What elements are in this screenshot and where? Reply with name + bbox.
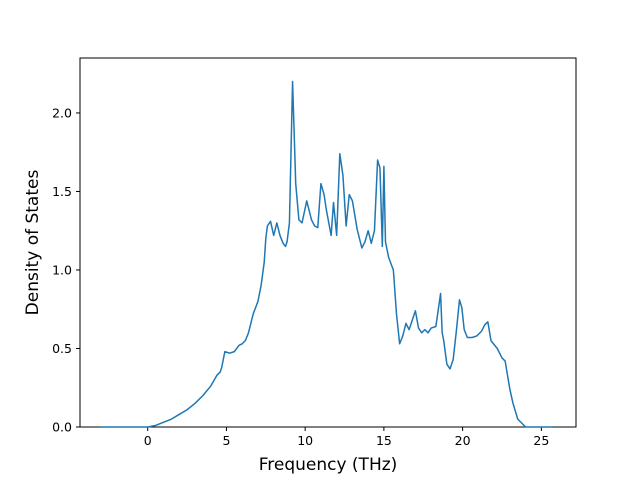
x-axis-title: Frequency (THz) [259, 455, 398, 475]
x-axis: 0 5 10 15 20 25 [144, 427, 549, 448]
x-tick-label: 10 [297, 433, 313, 448]
x-tick-label: 5 [222, 433, 230, 448]
y-axis-title: Density of States [23, 170, 43, 316]
dos-series-line [100, 80, 553, 428]
x-tick-label: 15 [376, 433, 392, 448]
y-tick-label: 0.0 [52, 420, 72, 435]
x-tick-label: 0 [144, 433, 152, 448]
x-tick-label: 20 [455, 433, 471, 448]
y-tick-label: 2.0 [52, 105, 72, 120]
y-axis: 0.0 0.5 1.0 1.5 2.0 [52, 105, 80, 435]
y-tick-label: 1.5 [52, 184, 72, 199]
x-tick-label: 25 [533, 433, 549, 448]
y-tick-label: 0.5 [52, 341, 72, 356]
y-tick-label: 1.0 [52, 262, 72, 277]
plot-area-frame [79, 57, 577, 428]
